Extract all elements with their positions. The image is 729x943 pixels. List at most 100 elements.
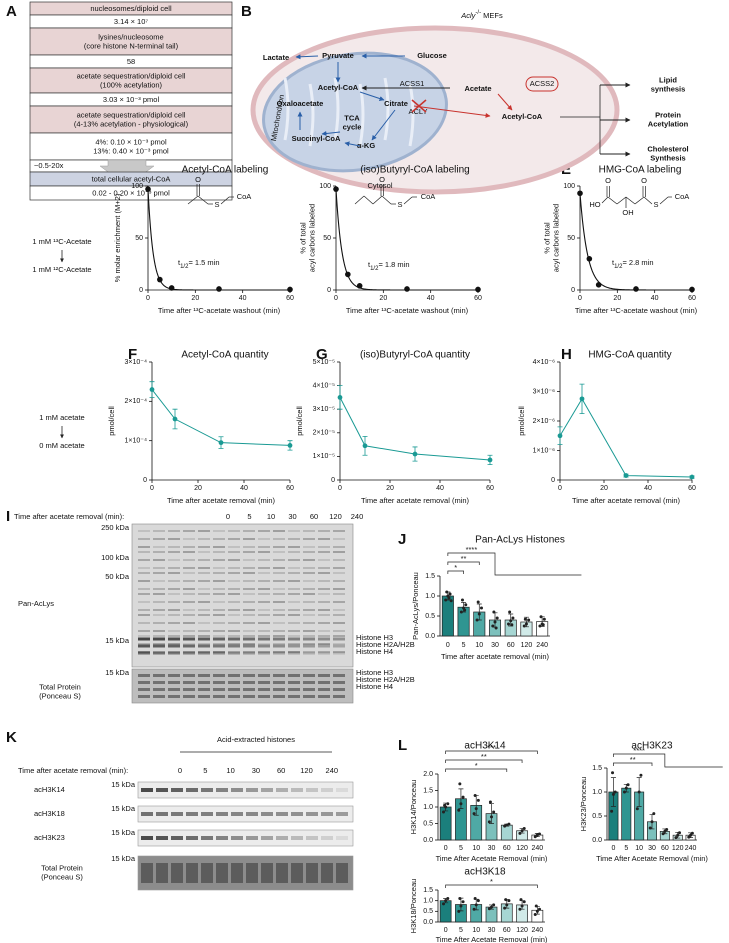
data-point (337, 395, 343, 400)
x-tick-label: 20 (191, 295, 199, 302)
band (303, 643, 315, 645)
replicate-point (665, 827, 669, 831)
band (273, 651, 285, 653)
panel-letter: B (241, 3, 252, 20)
band (303, 635, 315, 637)
band (228, 695, 240, 698)
x-tick-label: 20 (194, 485, 202, 492)
band (213, 601, 225, 603)
replicate-point (490, 905, 493, 909)
structure-atom: S (214, 200, 219, 209)
band (228, 622, 240, 624)
band (138, 530, 150, 532)
replicate-point (458, 897, 462, 901)
significance-label: *** (487, 743, 496, 752)
band (273, 681, 285, 684)
y-tick-label: 100 (563, 183, 575, 190)
replicate-point (652, 812, 656, 816)
half-life-annotation: t1/2= 1.8 min (368, 260, 410, 272)
chart-title: Acetyl-CoA quantity (181, 350, 268, 361)
band (291, 836, 303, 840)
replicate-point (461, 900, 465, 904)
replicate-point (522, 900, 526, 904)
band (183, 688, 195, 691)
band (243, 530, 255, 532)
x-tick-label: 10 (472, 845, 480, 852)
band (168, 637, 180, 641)
x-axis-label: Time after ¹³C-acetate washout (min) (346, 306, 469, 315)
band (138, 572, 150, 574)
band (318, 695, 330, 698)
band (168, 622, 180, 624)
band (231, 863, 243, 883)
diagram-label: Succinyl-CoA (292, 134, 341, 143)
y-tick-label: 4×10⁻⁶ (533, 359, 555, 366)
diagram-label: Lactate (263, 53, 289, 62)
band (183, 559, 195, 561)
group-line (494, 556, 582, 576)
band (288, 637, 300, 641)
y-tick-label: 3×10⁻⁴ (125, 359, 147, 366)
half-life-annotation: t1/2= 1.5 min (178, 258, 220, 270)
replicate-point (461, 795, 465, 799)
table-cell (29, 105, 233, 134)
band (138, 567, 150, 569)
replicate-point (473, 897, 477, 901)
table-text: 3.14 × 10⁷ (114, 17, 148, 26)
band (303, 637, 315, 641)
replicate-point (534, 904, 538, 908)
x-tick-label: 240 (685, 845, 697, 852)
time-point: 10 (226, 766, 234, 775)
time-label: Time after acetate removal (min): (14, 512, 124, 521)
text-line: % of total (543, 222, 552, 254)
band (168, 614, 180, 616)
band (168, 538, 180, 540)
arrow (371, 109, 396, 141)
band (153, 567, 165, 569)
chart-title: (iso)Butyryl-CoA labeling (360, 165, 470, 176)
band (258, 695, 270, 698)
band (153, 688, 165, 691)
chart-title: Acetyl-CoA labeling (182, 165, 269, 176)
replicate-point (491, 624, 495, 628)
table-text: acetate sequestration/diploid cell (4-13%… (74, 111, 189, 129)
band (198, 559, 210, 561)
band (243, 681, 255, 684)
x-tick-label: 20 (613, 295, 621, 302)
band (183, 567, 195, 569)
band (291, 863, 303, 883)
text-line: (core histone N-terminal tail) (84, 41, 179, 50)
band (183, 695, 195, 698)
band (243, 538, 255, 540)
band (153, 637, 165, 641)
band (273, 630, 285, 632)
band (243, 588, 255, 590)
text-line: 4%: 0.10 × 10⁻³ pmol (95, 138, 167, 147)
band (258, 635, 270, 637)
band (273, 580, 285, 582)
band (261, 836, 273, 840)
band (261, 863, 273, 883)
replicate-point (535, 909, 539, 913)
time-point: 10 (267, 512, 275, 521)
band (183, 630, 195, 632)
band (303, 651, 315, 655)
band (138, 614, 150, 616)
band (183, 546, 195, 548)
time-point: 60 (277, 766, 285, 775)
band (213, 588, 225, 590)
y-tick-label: 50 (323, 235, 331, 242)
band (273, 546, 285, 548)
band (288, 688, 300, 691)
band (243, 644, 255, 648)
band (333, 622, 345, 624)
replicate-point (537, 907, 541, 911)
band (138, 637, 150, 641)
band (168, 651, 180, 653)
title-gene: Acly (460, 11, 476, 20)
time-point: 0 (226, 512, 230, 521)
x-tick-label: 5 (462, 642, 466, 649)
band (243, 609, 255, 611)
table-text: acetate sequestration/diploid cell (100% … (77, 72, 186, 90)
table-text: ~0.5-20x (34, 161, 64, 170)
